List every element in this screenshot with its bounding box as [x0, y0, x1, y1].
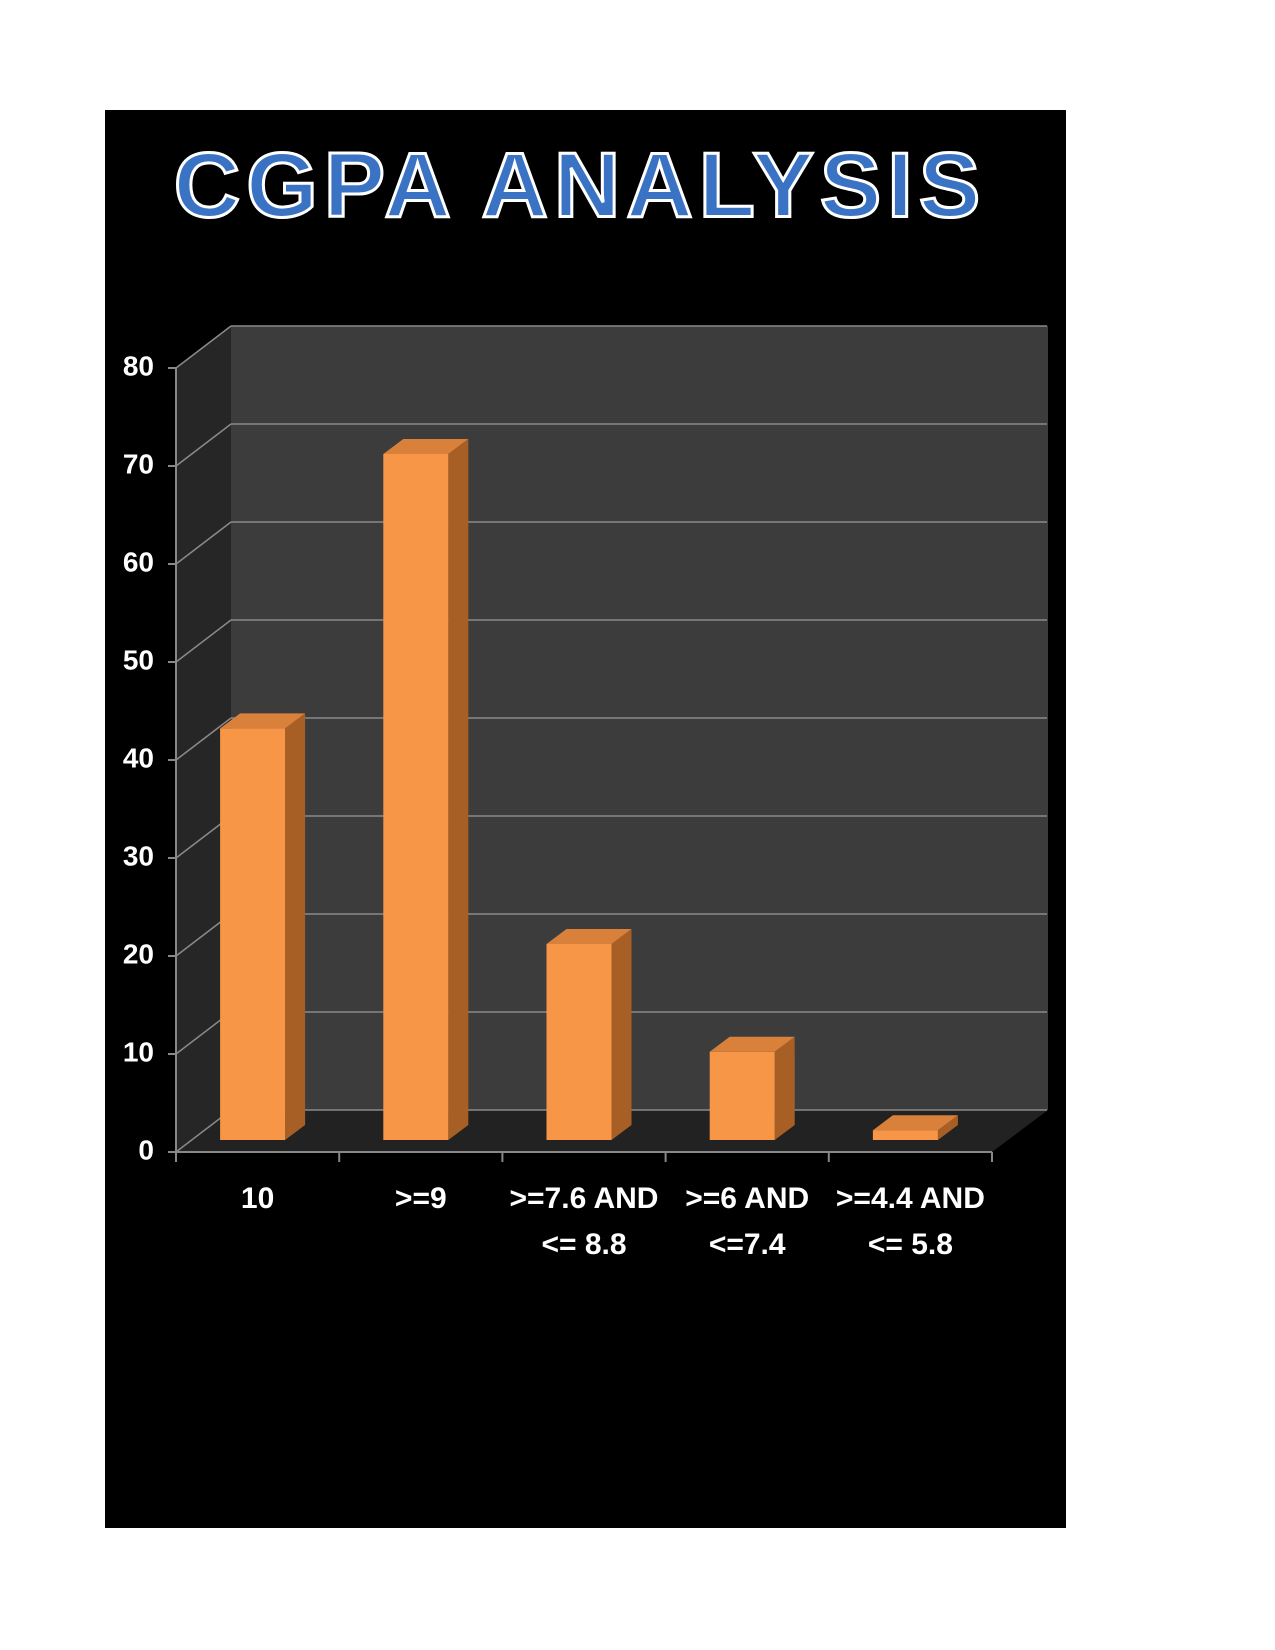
y-tick-label: 10 — [123, 1036, 154, 1067]
bar-side — [611, 929, 632, 1140]
x-tick-label: 10 — [240, 1182, 275, 1215]
bar — [872, 1130, 938, 1140]
bar-top — [383, 439, 469, 454]
chart-title: CGPA ANALYSIS — [174, 134, 986, 236]
bar — [709, 1051, 775, 1140]
bar-side — [937, 1115, 958, 1140]
grid-line — [175, 521, 232, 565]
bar-top — [546, 929, 632, 944]
bar — [383, 454, 449, 1140]
grid-line — [175, 423, 232, 467]
bar — [220, 728, 286, 1140]
y-tick-label: 30 — [123, 840, 154, 871]
bar — [546, 944, 612, 1140]
x-tick-label: >=4.4 AND <= 5.8 — [835, 1182, 985, 1261]
grid-line — [175, 619, 232, 663]
bar-side — [774, 1036, 795, 1140]
y-tick-label: 70 — [123, 448, 154, 479]
bar-top — [872, 1115, 958, 1131]
y-tick-label: 80 — [123, 350, 154, 381]
y-tick-label: 0 — [138, 1134, 154, 1165]
bar-side — [448, 439, 469, 1140]
x-tick-label: >=9 — [394, 1182, 447, 1215]
grid-line — [175, 325, 232, 369]
bar-top — [220, 713, 306, 729]
y-tick-label: 40 — [123, 742, 154, 773]
bar-side — [285, 713, 306, 1140]
y-tick-label: 20 — [123, 938, 154, 969]
bar-top — [709, 1036, 795, 1052]
x-tick-label: >=7.6 AND <= 8.8 — [509, 1182, 659, 1261]
y-tick-label: 60 — [123, 546, 154, 577]
x-tick-label: >=6 AND <=7.4 — [685, 1182, 810, 1261]
y-tick-label: 50 — [123, 644, 154, 675]
grid-line — [175, 717, 232, 761]
